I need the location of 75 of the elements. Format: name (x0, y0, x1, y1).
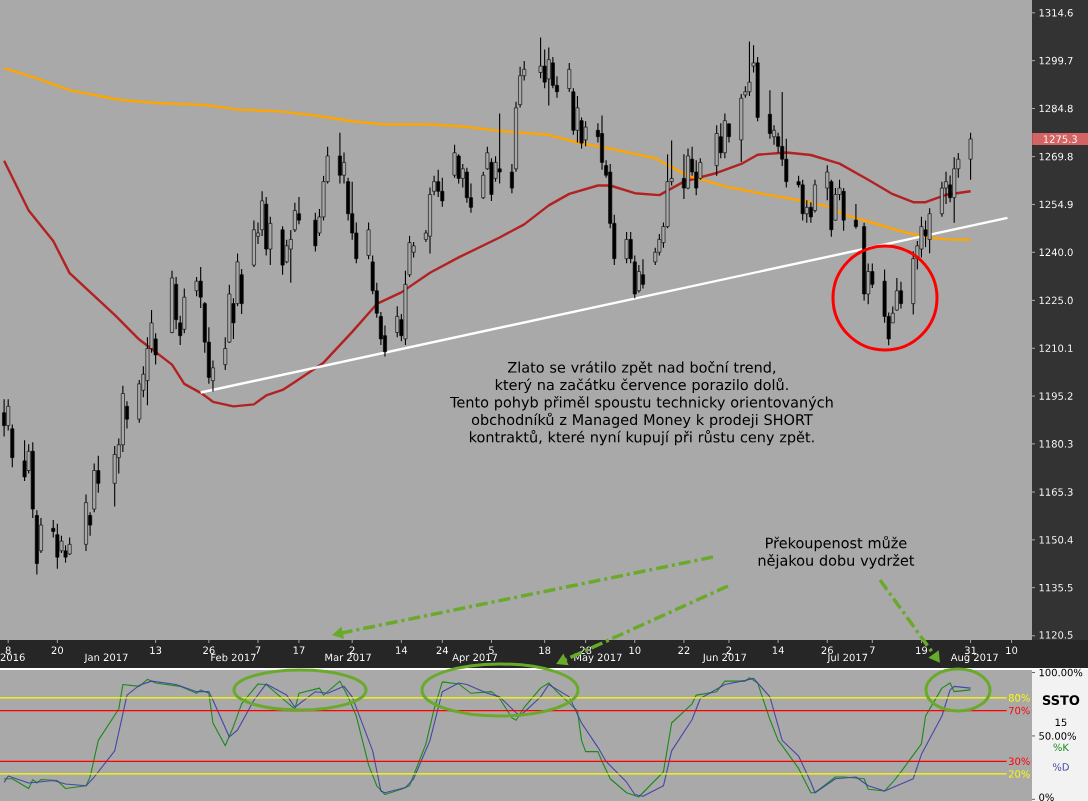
candlestick (395, 305, 400, 338)
x2-tick-label: Jun 2017 (702, 653, 747, 663)
x-tick-label: 24 (436, 646, 449, 654)
y-tick-label: 1195.2 (1039, 392, 1073, 400)
y-tick-label: 1314.6 (1039, 9, 1073, 17)
x2-tick-label: Apr 2017 (452, 653, 498, 663)
text: %D (1052, 763, 1069, 771)
x-tick-label: 14 (396, 646, 408, 654)
y-tick-label: 1120.5 (1039, 631, 1073, 639)
x2-tick-label: Aug 2017 (950, 653, 998, 663)
x-tick-label: 17 (293, 646, 305, 654)
y-tick-label: 1225.0 (1039, 296, 1073, 305)
candlestick (481, 171, 486, 200)
text: 1275.3 (1043, 135, 1077, 143)
x2-tick-label: Jul 2017 (826, 653, 868, 664)
x-tick-label: 7 (869, 646, 875, 654)
x-tick-label: 7 (255, 646, 261, 654)
x2-tick-label: Jan 2017 (84, 653, 128, 663)
x2-tick-label: Feb 2017 (211, 653, 256, 662)
x-tick-label: 14 (772, 646, 784, 654)
y-tick-label: 1254.9 (1039, 200, 1073, 209)
text: %K (1053, 743, 1070, 752)
candlestick (497, 113, 502, 185)
candlestick (681, 153, 686, 200)
candlestick (968, 132, 973, 181)
x-tick-label: 18 (539, 646, 551, 655)
candlestick (583, 120, 588, 147)
y-tick-label: 1284.8 (1039, 104, 1073, 113)
x-tick-label: 22 (678, 646, 690, 654)
x-tick-label: 8 (5, 646, 11, 655)
x-tick-label: 2 (349, 646, 355, 654)
ref-line-label: 80% (1008, 694, 1030, 702)
annotation: Překoupenost může nějakou dobu vydržet (758, 535, 915, 569)
candlestick (337, 132, 342, 185)
ref-line-label: 70% (1008, 706, 1030, 715)
x-tick-label: 5 (489, 646, 494, 654)
candlestick (894, 277, 899, 312)
text: 15 (1055, 718, 1067, 727)
candlestick (22, 439, 27, 482)
ref-line-label: 30% (1008, 757, 1030, 766)
text: SSTO (1042, 695, 1080, 706)
y-tick-label: 1240.0 (1039, 248, 1073, 257)
candlestick (641, 258, 645, 290)
y-tick-label: 0% (1039, 793, 1054, 801)
candlestick (899, 281, 903, 309)
candlestick (747, 40, 752, 97)
x-tick-label: 20 (51, 646, 64, 655)
y-tick-label: 1210.1 (1039, 344, 1073, 352)
annotation: Tento pohyb přiměl spoustu technicky orientovaných obchodníků z Managed Money k prodeji SHORT kontraktů, které nyní kupují při růstu ceny zpět. (450, 395, 833, 446)
x-tick-label: 26 (203, 646, 215, 655)
y-tick-label: 1150.4 (1039, 536, 1073, 544)
y-tick-label: 100.00% (1039, 668, 1083, 677)
y-tick-label: 1165.3 (1039, 488, 1073, 496)
x-tick-label: 19 (916, 646, 928, 655)
x-tick-label: 10 (1006, 646, 1018, 655)
y-tick-label: 1180.3 (1039, 440, 1073, 448)
y-tick-label: 50.00% (1039, 732, 1076, 740)
candlestick (538, 36, 543, 79)
candlestick (2, 398, 7, 438)
candlestick (624, 231, 629, 264)
y-tick-label: 1299.7 (1039, 56, 1073, 65)
x-tick-label: 10 (629, 646, 641, 655)
candlestick (436, 169, 441, 198)
x-tick-label: 13 (150, 646, 162, 655)
candlestick (546, 46, 551, 107)
x2-tick-label: 2016 (0, 653, 25, 662)
x-tick-label: 26 (821, 646, 833, 655)
annotation: Zlato se vrátilo zpět nad boční trend, který na začátku července porazilo dolů. (495, 361, 788, 394)
x-tick-label: 2 (726, 646, 732, 654)
y-tick-label: 1269.8 (1039, 152, 1073, 161)
y-tick-label: 1135.5 (1039, 583, 1073, 592)
x2-tick-label: Mar 2017 (325, 653, 371, 662)
candlestick (853, 203, 858, 230)
ref-line-label: 20% (1008, 770, 1030, 778)
candlestick (194, 276, 199, 297)
